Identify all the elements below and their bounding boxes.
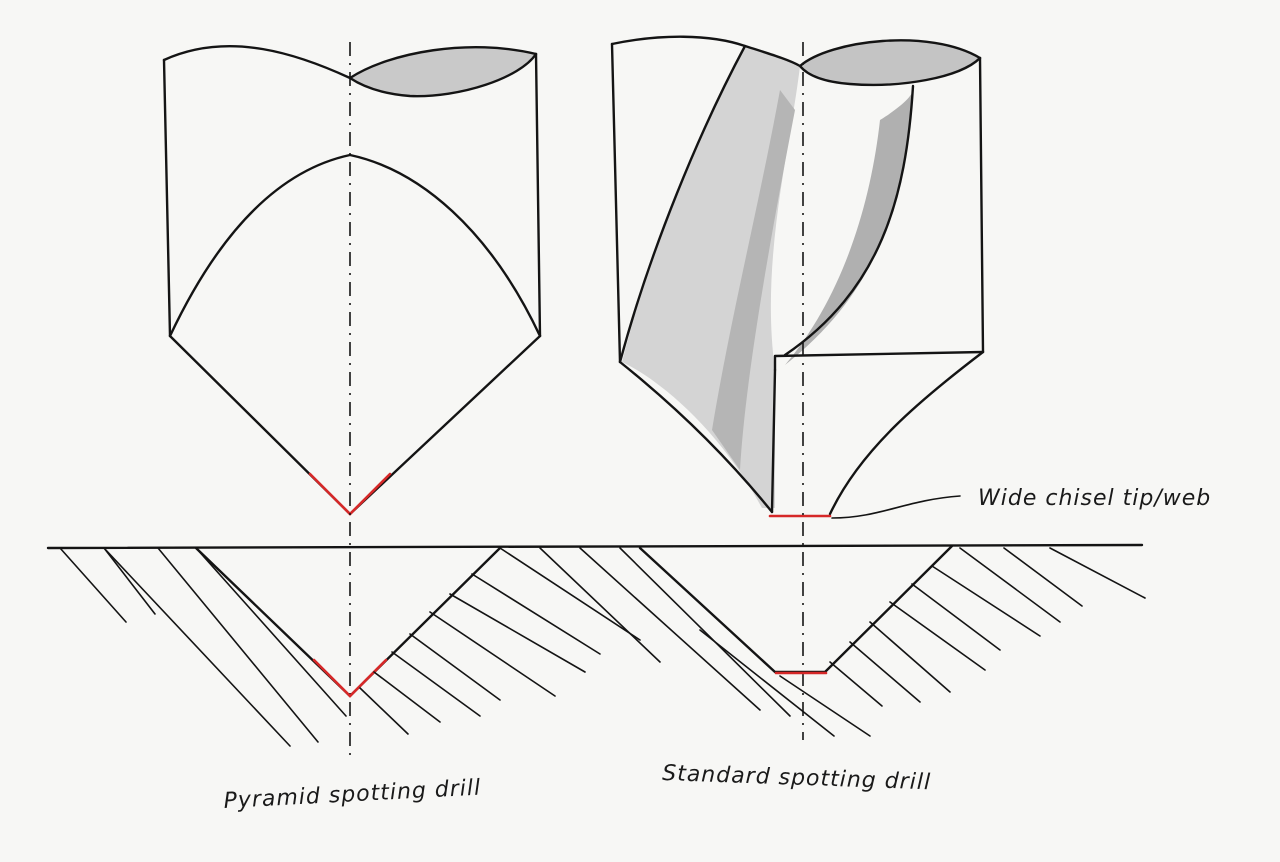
- pyramid-top-shading: [350, 47, 536, 97]
- pyramid-facet-edge: [168, 153, 542, 338]
- pyramid-drill: [162, 45, 542, 516]
- chisel-label: Wide chisel tip/web: [978, 486, 1211, 511]
- pyramid-top-lower-curve: [348, 52, 538, 98]
- standard-right-side: [978, 56, 985, 354]
- standard-margin-edge: [783, 84, 915, 357]
- standard-side-shading: [785, 86, 914, 365]
- workpiece-surface: [46, 543, 1144, 550]
- pyramid-right-side: [534, 52, 542, 338]
- pyramid-left-side: [162, 58, 172, 338]
- standard-flute-shading: [622, 46, 800, 508]
- standard-web-side: [770, 368, 777, 514]
- standard-top-shading: [800, 40, 980, 85]
- standard-left-side: [610, 42, 622, 364]
- standard-drill: [610, 35, 985, 519]
- standard-flute-dark-band: [712, 90, 795, 470]
- section-hatching: [59, 547, 1146, 747]
- standard-top-outline: [610, 35, 982, 68]
- standard-cone-right: [828, 350, 985, 516]
- standard-flute-edge: [618, 44, 747, 364]
- chisel-leader-line: [831, 495, 961, 519]
- pyramid-tip: [168, 334, 542, 516]
- pyramid-hole-profile: [194, 546, 502, 698]
- pyramid-label: Pyramid spotting drill: [223, 776, 482, 814]
- standard-top-lower-curve: [798, 56, 982, 87]
- standard-lip: [773, 350, 985, 372]
- standard-label: Standard spotting drill: [662, 761, 932, 795]
- standard-cone-left: [618, 360, 774, 514]
